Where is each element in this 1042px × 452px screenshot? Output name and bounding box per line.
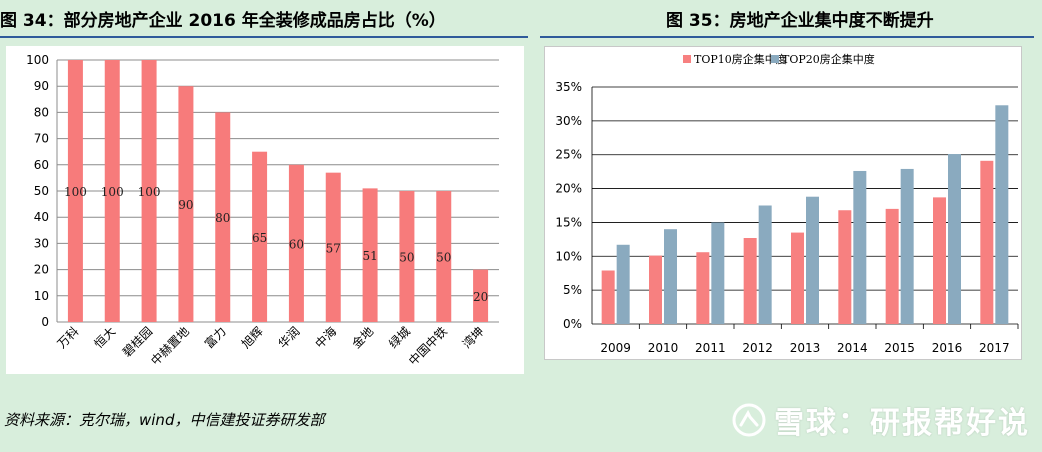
y-tick-label: 5% — [563, 283, 582, 297]
data-label: 65 — [252, 231, 267, 245]
bar-top10 — [933, 197, 946, 324]
bar — [104, 60, 120, 322]
x-tick-label: 湾坤 — [459, 324, 487, 352]
x-tick-label: 绿城 — [385, 324, 413, 352]
bar — [178, 86, 194, 322]
title-rule-left — [0, 36, 528, 38]
legend-label: TOP20房企集中度 — [782, 52, 875, 66]
bar-top10 — [791, 232, 804, 324]
x-tick-label: 富力 — [201, 324, 229, 352]
y-tick-label: 80 — [34, 105, 49, 119]
bar — [362, 188, 378, 322]
data-label: 57 — [326, 241, 341, 255]
bar-top20 — [664, 229, 677, 324]
bar-top20 — [616, 244, 630, 324]
x-tick-label: 2012 — [742, 341, 773, 355]
y-tick-label: 35% — [555, 80, 582, 94]
data-label: 100 — [64, 185, 87, 199]
bar-top10 — [743, 238, 757, 324]
x-tick-label: 2013 — [790, 341, 821, 355]
x-tick-label: 恒大 — [91, 324, 118, 351]
bar-top20 — [853, 170, 867, 324]
bar-top20 — [711, 222, 725, 324]
bar-top10 — [696, 252, 710, 324]
title-rule-right — [540, 36, 1034, 38]
y-tick-label: 40 — [34, 210, 49, 224]
legend-label: TOP10房企集中度 — [694, 52, 787, 66]
watermark-text: 雪球：研报帮好说 — [774, 406, 1030, 441]
y-tick-label: 30% — [555, 114, 582, 128]
y-tick-label: 0 — [41, 315, 49, 329]
y-tick-label: 30 — [34, 236, 49, 250]
x-tick-label: 2009 — [600, 341, 631, 355]
bar — [215, 112, 231, 323]
y-tick-label: 20 — [34, 263, 49, 277]
y-tick-label: 70 — [34, 132, 49, 146]
bar — [325, 172, 341, 322]
y-tick-label: 100 — [26, 53, 49, 67]
bar — [141, 60, 157, 322]
bar-top20 — [900, 168, 914, 324]
data-label: 80 — [215, 211, 230, 225]
bar-top10 — [838, 210, 852, 324]
x-tick-label: 2016 — [932, 341, 963, 355]
y-tick-label: 10 — [34, 289, 49, 303]
data-label: 50 — [399, 251, 414, 265]
xueqiu-logo-icon — [732, 403, 766, 437]
x-tick-label: 碧桂园 — [119, 324, 155, 360]
y-tick-label: 20% — [555, 182, 582, 196]
bar — [436, 191, 452, 322]
x-tick-label: 华润 — [276, 324, 303, 351]
x-tick-label: 金地 — [349, 324, 377, 352]
y-tick-label: 50 — [34, 184, 49, 198]
legend-swatch — [683, 55, 691, 63]
x-tick-label: 中海 — [312, 324, 340, 352]
watermark: 雪球：研报帮好说 — [732, 398, 1030, 442]
y-tick-label: 60 — [34, 158, 49, 172]
bar-top20 — [758, 205, 772, 324]
data-label: 60 — [289, 237, 304, 251]
x-tick-label: 2015 — [884, 341, 915, 355]
bar — [473, 269, 489, 322]
x-tick-label: 2017 — [979, 341, 1010, 355]
bar-chart-decoration-ratio: 0 10 20 30 40 50 60 70 80 90 100 100 万科 100 恒大 100 碧桂园 90… — [26, 53, 499, 369]
bar-top20 — [948, 154, 961, 324]
bar — [252, 151, 268, 322]
bar — [288, 164, 304, 322]
source-note: 资料来源：克尔瑞，wind，中信建投证券研发部 — [4, 411, 325, 429]
bar-top20 — [995, 105, 1009, 324]
x-tick-label: 中赫置地 — [147, 324, 192, 369]
bar-top10 — [649, 255, 662, 324]
chart-panel-left: 0 10 20 30 40 50 60 70 80 90 100 100 万科 100 恒大 100 碧桂园 90… — [6, 46, 524, 374]
y-tick-label: 90 — [34, 79, 49, 93]
bar-top10 — [885, 208, 899, 324]
chart-panel-right: 0% 5% 10% 15% 20% 25% 30% 35% 2009 2010 2011 2012 20… — [544, 46, 1022, 360]
figure-35-title: 图 35：房地产企业集中度不断提升 — [666, 11, 934, 31]
x-tick-label: 2014 — [837, 341, 868, 355]
data-label: 100 — [138, 185, 161, 199]
y-tick-label: 25% — [555, 148, 582, 162]
data-label: 100 — [101, 185, 124, 199]
bar — [67, 60, 83, 322]
bar-chart-concentration: 0% 5% 10% 15% 20% 25% 30% 35% 2009 2010 2011 2012 20… — [555, 52, 1019, 355]
data-label: 51 — [362, 249, 377, 263]
x-tick-label: 旭辉 — [239, 324, 266, 351]
x-tick-label: 中国中铁 — [405, 324, 450, 369]
bar-top10 — [601, 270, 615, 324]
y-tick-label: 0% — [563, 317, 582, 331]
data-label: 20 — [473, 290, 488, 304]
bar-top10 — [980, 160, 994, 324]
x-tick-label: 2011 — [695, 341, 726, 355]
bar-top20 — [806, 196, 819, 324]
figure-34-title: 图 34：部分房地产企业 2016 年全装修成品房占比（%） — [0, 11, 446, 31]
bar — [399, 191, 415, 322]
data-label: 50 — [436, 251, 451, 265]
legend-swatch — [771, 55, 779, 63]
y-tick-label: 10% — [555, 249, 582, 263]
data-label: 90 — [178, 198, 193, 212]
x-tick-label: 万科 — [55, 324, 82, 351]
x-tick-label: 2010 — [648, 341, 679, 355]
y-tick-label: 15% — [555, 215, 582, 229]
